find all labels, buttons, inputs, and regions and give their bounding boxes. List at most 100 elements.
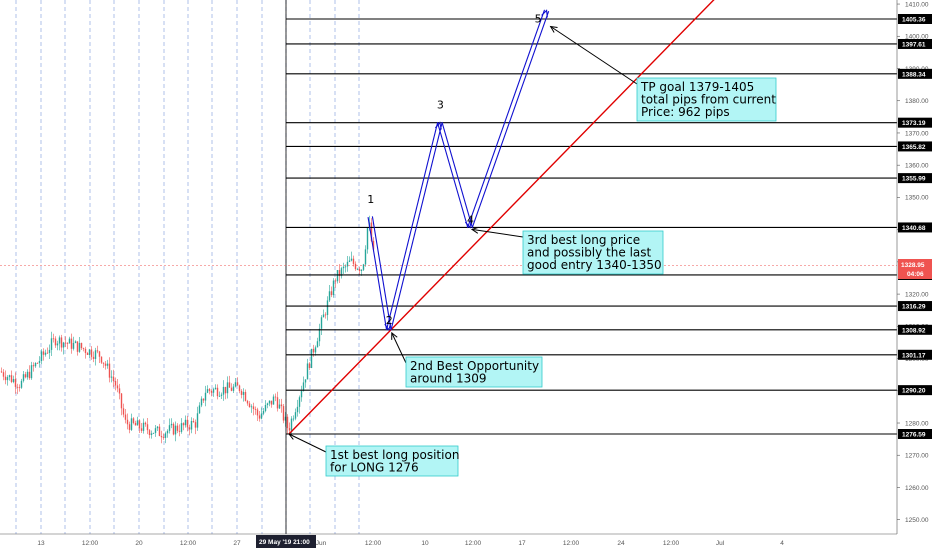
x-tick-label: 12:00 — [82, 540, 99, 547]
candle-body — [186, 419, 189, 428]
candle-body — [200, 398, 203, 406]
candle-body — [30, 365, 33, 379]
level-tag — [898, 301, 932, 312]
candle-body — [120, 393, 123, 409]
x-tick-label: 10 — [421, 540, 429, 547]
level-tag-label: 1405.36 — [902, 17, 926, 24]
candle-body — [176, 425, 179, 431]
level-tag-label: 1316.29 — [902, 304, 926, 311]
candle-body — [206, 389, 209, 393]
candle-body — [112, 376, 115, 382]
candle-body — [168, 425, 171, 431]
candle-body — [216, 387, 219, 397]
candle-body — [254, 409, 257, 410]
candle-body — [286, 416, 289, 429]
candle-body — [334, 280, 337, 282]
candle-body — [38, 360, 41, 364]
candle-body — [68, 338, 71, 344]
annotation-box — [522, 230, 664, 275]
candle-body — [310, 348, 313, 368]
annotation-box — [636, 77, 777, 122]
annotation-line: 2nd Best Opportunity — [410, 359, 539, 373]
annotation-line: total pips from current — [641, 93, 776, 107]
candle-body — [248, 403, 251, 408]
candle-body — [234, 382, 237, 387]
candle-body — [88, 349, 91, 355]
level-tag — [898, 324, 932, 335]
candle-body — [228, 382, 231, 388]
candle-body — [336, 270, 339, 282]
cursor-time-tag: 29 May '19 21:00 — [256, 535, 316, 548]
annotation-arrow — [288, 433, 327, 453]
candle-body — [294, 412, 297, 419]
candle-body — [226, 382, 229, 394]
candle-body — [312, 348, 315, 353]
forecast-leg — [441, 121, 473, 227]
candle-body — [288, 428, 291, 431]
candle-body — [298, 397, 301, 407]
arrow-head — [464, 220, 472, 229]
candle-body — [124, 414, 127, 420]
x-tick-label: 12:00 — [465, 540, 482, 547]
annotation-arrow-head — [470, 226, 479, 234]
y-tick-label: 1260.00 — [905, 485, 929, 492]
x-tick-label: 20 — [135, 540, 143, 547]
arrow-head — [434, 121, 442, 130]
candle-body — [364, 249, 367, 265]
candle-body — [80, 342, 83, 349]
candle-body — [262, 410, 265, 414]
forecast-leg — [467, 9, 546, 227]
level-tag-label: 1397.61 — [902, 41, 926, 48]
candle-body — [270, 400, 273, 405]
candle-body — [44, 352, 47, 355]
cursor-time-label: 29 May '19 21:00 — [259, 539, 310, 546]
annotation-arrow-head — [549, 25, 558, 33]
candle-body — [138, 420, 141, 429]
candle-body — [166, 430, 169, 434]
candle-body — [146, 424, 149, 431]
candle-body — [16, 386, 19, 388]
candle-body — [12, 379, 15, 382]
annotation-box — [405, 356, 543, 388]
candle-body — [318, 328, 321, 342]
candle-body — [340, 268, 343, 277]
candle-body — [98, 351, 101, 357]
candle-body — [20, 380, 23, 388]
x-tick-label: 12:00 — [180, 540, 197, 547]
annotation-line: around 1309 — [410, 372, 487, 386]
candle-body — [328, 291, 331, 301]
annotation-line: good entry 1340-1350 — [527, 258, 662, 272]
y-tick-label: 1410.00 — [905, 1, 929, 8]
annotation-line: 3rd best long price — [527, 233, 640, 247]
candle-body — [10, 375, 13, 382]
annotation-line: for LONG 1276 — [330, 461, 419, 475]
trendline[interactable] — [288, 0, 716, 435]
candle-body — [354, 263, 357, 270]
candle-body — [46, 352, 49, 354]
annotation-line: TP goal 1379-1405 — [640, 80, 754, 94]
candle-body — [188, 427, 191, 430]
candle-body — [100, 356, 103, 363]
y-tick-label: 1280.00 — [905, 420, 929, 427]
candle-body — [258, 415, 261, 419]
wave-label: 1 — [367, 193, 374, 206]
candle-body — [264, 404, 267, 411]
candle-body — [66, 343, 69, 344]
candle-body — [178, 430, 181, 432]
forecast-path[interactable] — [367, 9, 550, 332]
candle-body — [74, 341, 77, 343]
candle-body — [108, 363, 111, 378]
candle-body — [276, 397, 279, 409]
countdown-label: 04:06 — [907, 271, 924, 278]
candle-body — [330, 291, 333, 296]
forecast-leg — [371, 216, 392, 330]
x-tick-label: 12:00 — [663, 540, 680, 547]
candle-body — [210, 390, 213, 393]
candle-body — [182, 423, 185, 426]
